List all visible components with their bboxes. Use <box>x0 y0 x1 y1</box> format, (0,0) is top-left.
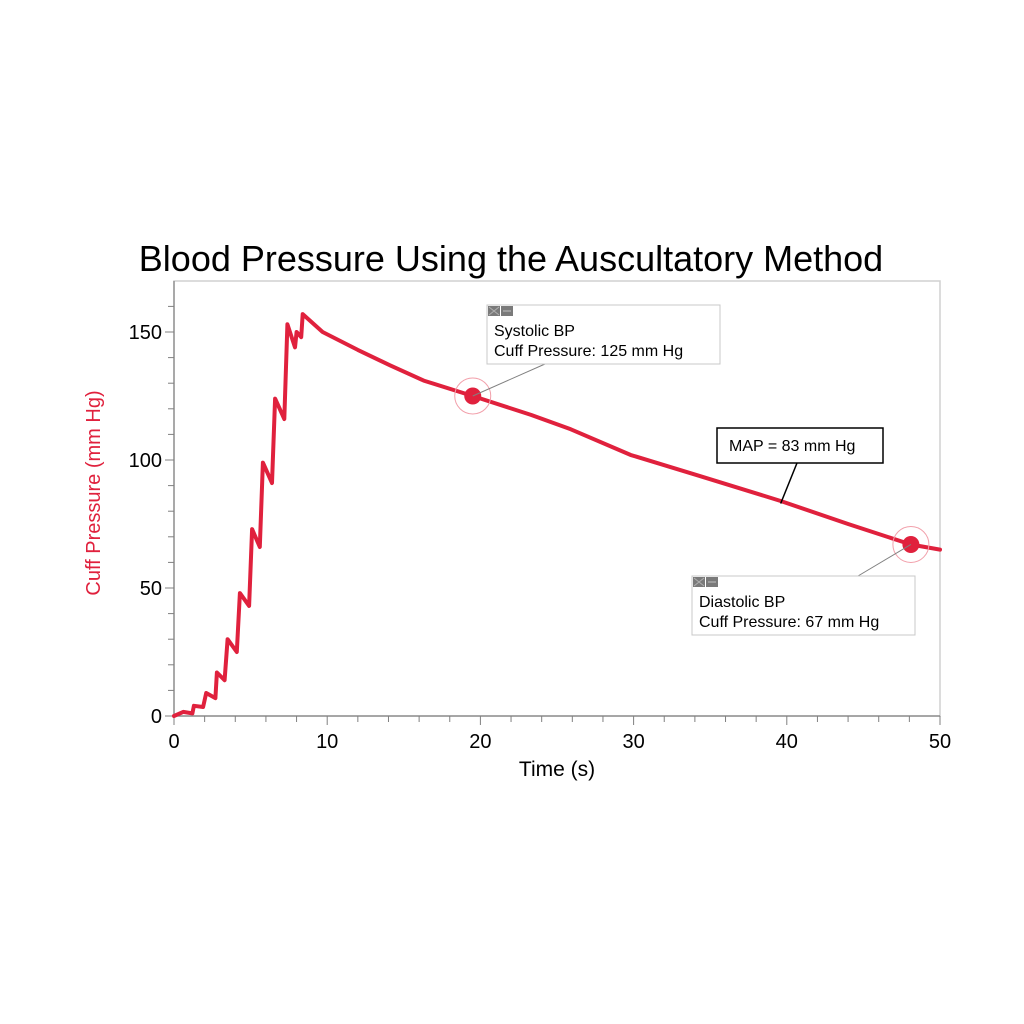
annotation-text: Cuff Pressure: 67 mm Hg <box>699 614 879 631</box>
annotation-box[interactable] <box>716 427 884 464</box>
leader-line <box>472 363 546 397</box>
x-tick-label: 40 <box>776 731 798 753</box>
y-tick-label: 150 <box>129 322 162 344</box>
leader-line <box>779 462 798 504</box>
x-axis-title: Time (s) <box>519 758 595 781</box>
minimize-icon[interactable] <box>501 306 513 316</box>
x-tick-label: 30 <box>622 731 644 753</box>
minimize-icon[interactable] <box>706 577 718 587</box>
close-icon[interactable] <box>693 577 705 587</box>
y-tick-label: 50 <box>140 578 162 600</box>
chart-title: Blood Pressure Using the Auscultatory Me… <box>139 238 883 279</box>
marker-halo <box>454 377 492 415</box>
y-axis-title: Cuff Pressure (mm Hg) <box>83 390 105 595</box>
annotation-text: MAP = 83 mm Hg <box>729 438 855 455</box>
marker-halo <box>892 525 930 563</box>
y-tick-label: 0 <box>151 706 162 728</box>
series-line-cuff-pressure <box>172 312 942 718</box>
x-tick-label: 20 <box>469 731 491 753</box>
annotation-text: Systolic BP <box>494 323 575 340</box>
x-tick-label: 10 <box>316 731 338 753</box>
annotation-box[interactable] <box>486 304 721 365</box>
x-tick-label: 0 <box>168 731 179 753</box>
annotation-text: Diastolic BP <box>699 594 785 611</box>
annotation-systolic: Systolic BP Cuff Pressure: 125 mm Hg <box>454 304 721 415</box>
tick-labels: 0 10 20 30 40 50 0 50 100 150 <box>129 322 952 753</box>
annotations: Systolic BP Cuff Pressure: 125 mm Hg MAP =… <box>454 304 930 636</box>
close-icon[interactable] <box>488 306 500 316</box>
x-tick-label: 50 <box>929 731 951 753</box>
annotation-map: MAP = 83 mm Hg <box>716 427 884 504</box>
annotation-text: Cuff Pressure: 125 mm Hg <box>494 343 683 360</box>
y-tick-label: 100 <box>129 450 162 472</box>
annotation-box[interactable] <box>691 575 916 636</box>
leader-line <box>857 544 912 577</box>
annotation-diastolic: Diastolic BP Cuff Pressure: 67 mm Hg <box>691 525 930 636</box>
axis-ticks <box>165 305 941 725</box>
